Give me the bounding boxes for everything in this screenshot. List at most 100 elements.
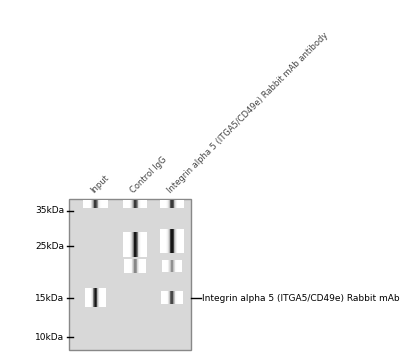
Bar xyxy=(180,291,182,304)
Bar xyxy=(143,200,144,208)
Bar xyxy=(170,291,172,304)
Bar xyxy=(101,288,102,307)
Bar xyxy=(178,200,179,208)
Bar xyxy=(103,288,104,307)
Bar xyxy=(162,200,163,208)
Bar xyxy=(164,260,166,272)
Bar xyxy=(144,260,145,273)
Bar xyxy=(137,232,138,257)
Bar xyxy=(93,288,94,307)
Bar xyxy=(176,229,177,253)
Bar xyxy=(131,200,132,208)
Bar xyxy=(126,200,127,208)
Bar xyxy=(142,260,143,273)
Bar xyxy=(128,260,129,273)
Text: 10kDa: 10kDa xyxy=(35,333,64,341)
Bar xyxy=(164,229,165,253)
Bar xyxy=(166,200,168,208)
Bar xyxy=(173,200,174,208)
Bar xyxy=(126,232,128,257)
Bar xyxy=(164,291,165,304)
Bar xyxy=(165,260,166,272)
Bar xyxy=(130,260,131,273)
Bar xyxy=(167,200,168,208)
Bar xyxy=(175,229,176,253)
Bar xyxy=(168,200,169,208)
Bar xyxy=(167,229,168,253)
Bar xyxy=(139,260,140,273)
Bar xyxy=(102,288,103,307)
Bar xyxy=(141,260,142,273)
Bar xyxy=(181,200,182,208)
Bar xyxy=(132,200,133,208)
Bar xyxy=(180,229,181,253)
Bar xyxy=(172,260,173,272)
Text: Integrin alpha 5 (ITGA5/CD49e) Rabbit mAb: Integrin alpha 5 (ITGA5/CD49e) Rabbit mA… xyxy=(202,294,400,303)
Bar xyxy=(143,232,144,257)
Bar xyxy=(143,260,144,273)
Bar xyxy=(69,199,192,350)
Bar xyxy=(141,232,142,257)
Bar xyxy=(85,288,86,307)
Bar xyxy=(133,232,134,257)
Bar xyxy=(103,288,104,307)
Bar xyxy=(97,200,98,208)
Bar xyxy=(96,288,98,307)
Bar xyxy=(104,288,105,307)
Bar xyxy=(176,260,178,272)
Bar xyxy=(179,200,180,208)
Bar xyxy=(135,232,136,257)
Bar xyxy=(170,200,171,208)
Bar xyxy=(171,200,172,208)
Bar xyxy=(162,291,163,304)
Bar xyxy=(129,260,130,273)
Bar xyxy=(135,260,136,273)
Bar xyxy=(105,288,106,307)
Bar xyxy=(138,232,139,257)
Bar xyxy=(129,260,130,273)
Bar xyxy=(126,232,127,257)
Bar xyxy=(163,229,164,253)
Bar xyxy=(168,291,169,304)
Bar xyxy=(130,232,131,257)
Bar xyxy=(181,260,182,272)
Bar xyxy=(170,229,171,253)
Bar xyxy=(166,200,167,208)
Bar xyxy=(133,260,134,273)
Bar xyxy=(84,200,85,208)
Bar xyxy=(178,200,180,208)
Text: Control IgG: Control IgG xyxy=(128,156,168,195)
Bar xyxy=(182,200,183,208)
Bar xyxy=(99,288,100,307)
Bar xyxy=(176,200,177,208)
Bar xyxy=(126,200,128,208)
Bar xyxy=(177,229,178,253)
Bar xyxy=(177,260,178,272)
Bar xyxy=(134,232,135,257)
Bar xyxy=(93,200,94,208)
Bar xyxy=(137,200,138,208)
Bar xyxy=(100,288,101,307)
Bar xyxy=(136,260,138,273)
Bar xyxy=(183,200,184,208)
Bar xyxy=(96,200,97,208)
Bar xyxy=(133,200,134,208)
Bar xyxy=(139,260,140,273)
Bar xyxy=(173,229,174,253)
Bar xyxy=(137,260,138,273)
Bar xyxy=(177,200,178,208)
Bar xyxy=(89,200,90,208)
Bar xyxy=(174,200,175,208)
Bar xyxy=(165,291,166,304)
Bar xyxy=(169,291,170,304)
Bar xyxy=(177,291,178,304)
Bar xyxy=(91,200,92,208)
Bar xyxy=(182,229,183,253)
Bar xyxy=(168,260,170,272)
Bar xyxy=(168,291,169,304)
Bar xyxy=(181,229,182,253)
Bar xyxy=(99,200,100,208)
Bar xyxy=(124,260,126,273)
Text: 15kDa: 15kDa xyxy=(35,294,64,303)
Bar xyxy=(95,200,96,208)
